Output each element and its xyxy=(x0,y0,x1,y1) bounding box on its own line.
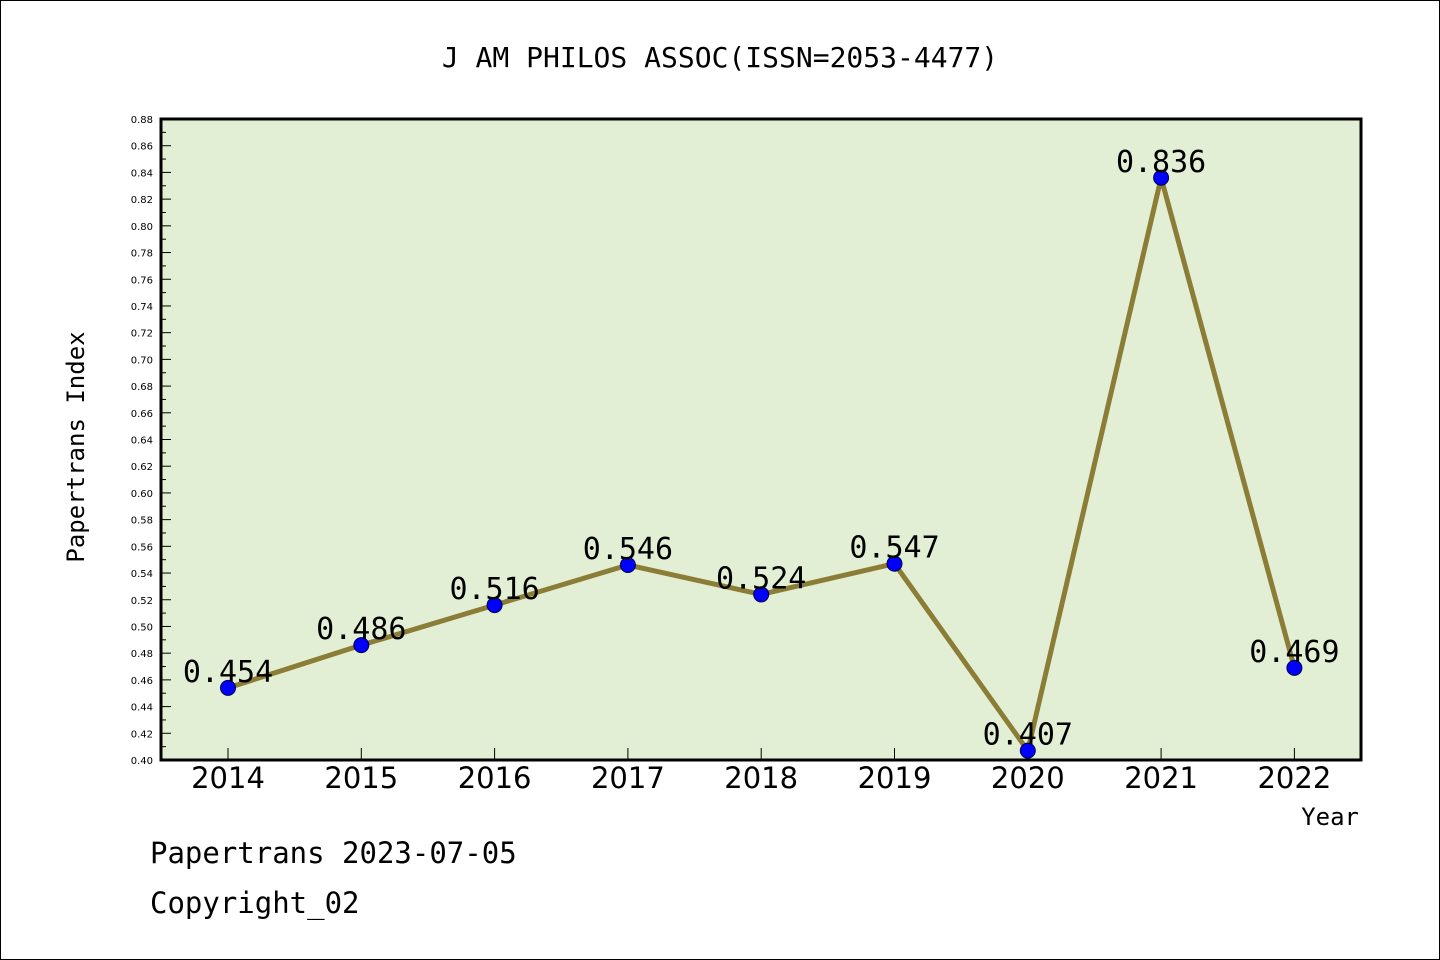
data-label: 0.516 xyxy=(449,572,539,607)
x-tick-label: 2022 xyxy=(1257,761,1331,795)
y-tick-label: 0.54 xyxy=(131,569,153,580)
data-label: 0.546 xyxy=(583,532,673,567)
y-tick-label: 0.66 xyxy=(131,409,153,420)
data-label: 0.454 xyxy=(183,655,273,690)
y-axis-label: Papertrans Index xyxy=(62,331,90,562)
y-tick-label: 0.64 xyxy=(131,436,153,447)
y-tick-label: 0.76 xyxy=(131,275,153,286)
x-tick-label: 2015 xyxy=(324,761,398,795)
data-label: 0.407 xyxy=(983,718,1073,753)
data-point xyxy=(486,597,503,614)
data-label: 0.836 xyxy=(1116,145,1206,180)
data-point xyxy=(753,586,770,603)
x-tick-label: 2020 xyxy=(991,761,1065,795)
y-tick-label: 0.86 xyxy=(131,142,153,153)
y-tick-label: 0.78 xyxy=(131,249,153,260)
x-tick-label: 2019 xyxy=(858,761,932,795)
data-point xyxy=(1286,659,1303,676)
series-papertrans-index: 0.454 0.486 0.516 0.546 0.524 0.547 0.407 0.836… xyxy=(183,145,1340,759)
footer-copyright: Copyright_02 xyxy=(150,886,360,920)
y-tick-label: 0.84 xyxy=(131,168,153,179)
y-tick-label: 0.72 xyxy=(131,329,153,340)
y-tick-label: 0.88 xyxy=(131,115,153,126)
x-axis-label: Year xyxy=(1301,803,1359,831)
data-label: 0.469 xyxy=(1249,635,1339,670)
y-tick-label: 0.46 xyxy=(131,676,153,687)
x-tick-label: 2014 xyxy=(191,761,265,795)
footer-date: Papertrans 2023-07-05 xyxy=(150,836,517,870)
y-tick-label: 0.50 xyxy=(131,622,153,633)
data-label: 0.547 xyxy=(849,531,939,566)
x-tick-label: 2016 xyxy=(458,761,532,795)
data-point xyxy=(353,637,370,654)
data-point xyxy=(619,557,636,574)
x-tick-label: 2021 xyxy=(1124,761,1198,795)
data-point xyxy=(1153,169,1170,186)
y-axis: 0.40 0.42 0.44 0.46 0.48 0.50 0.52 0.54 0.56 0.58… xyxy=(131,115,171,767)
x-tick-label: 2017 xyxy=(591,761,665,795)
y-tick-label: 0.42 xyxy=(131,729,153,740)
y-tick-label: 0.56 xyxy=(131,542,153,553)
y-tick-label: 0.80 xyxy=(131,222,153,233)
y-tick-label: 0.74 xyxy=(131,302,153,313)
y-tick-label: 0.70 xyxy=(131,355,153,366)
y-tick-label: 0.60 xyxy=(131,489,153,500)
y-tick-label: 0.44 xyxy=(131,703,153,714)
x-tick-label: 2018 xyxy=(724,761,798,795)
x-axis: 2014 2015 2016 2017 2018 2019 2020 2021 2022 xyxy=(191,748,1331,795)
y-tick-label: 0.48 xyxy=(131,649,153,660)
y-tick-label: 0.58 xyxy=(131,516,153,527)
plot-area xyxy=(159,117,1363,762)
data-label: 0.524 xyxy=(716,561,806,596)
y-tick-label: 0.68 xyxy=(131,382,153,393)
data-label: 0.486 xyxy=(316,612,406,647)
y-tick-label: 0.52 xyxy=(131,596,153,607)
data-point xyxy=(886,555,903,572)
y-tick-label: 0.82 xyxy=(131,195,153,206)
chart-title: J AM PHILOS ASSOC(ISSN=2053-4477) xyxy=(442,41,998,74)
y-tick-label: 0.62 xyxy=(131,462,153,473)
data-point xyxy=(1019,742,1036,759)
data-point xyxy=(220,679,236,696)
y-tick-label: 0.40 xyxy=(131,756,153,767)
